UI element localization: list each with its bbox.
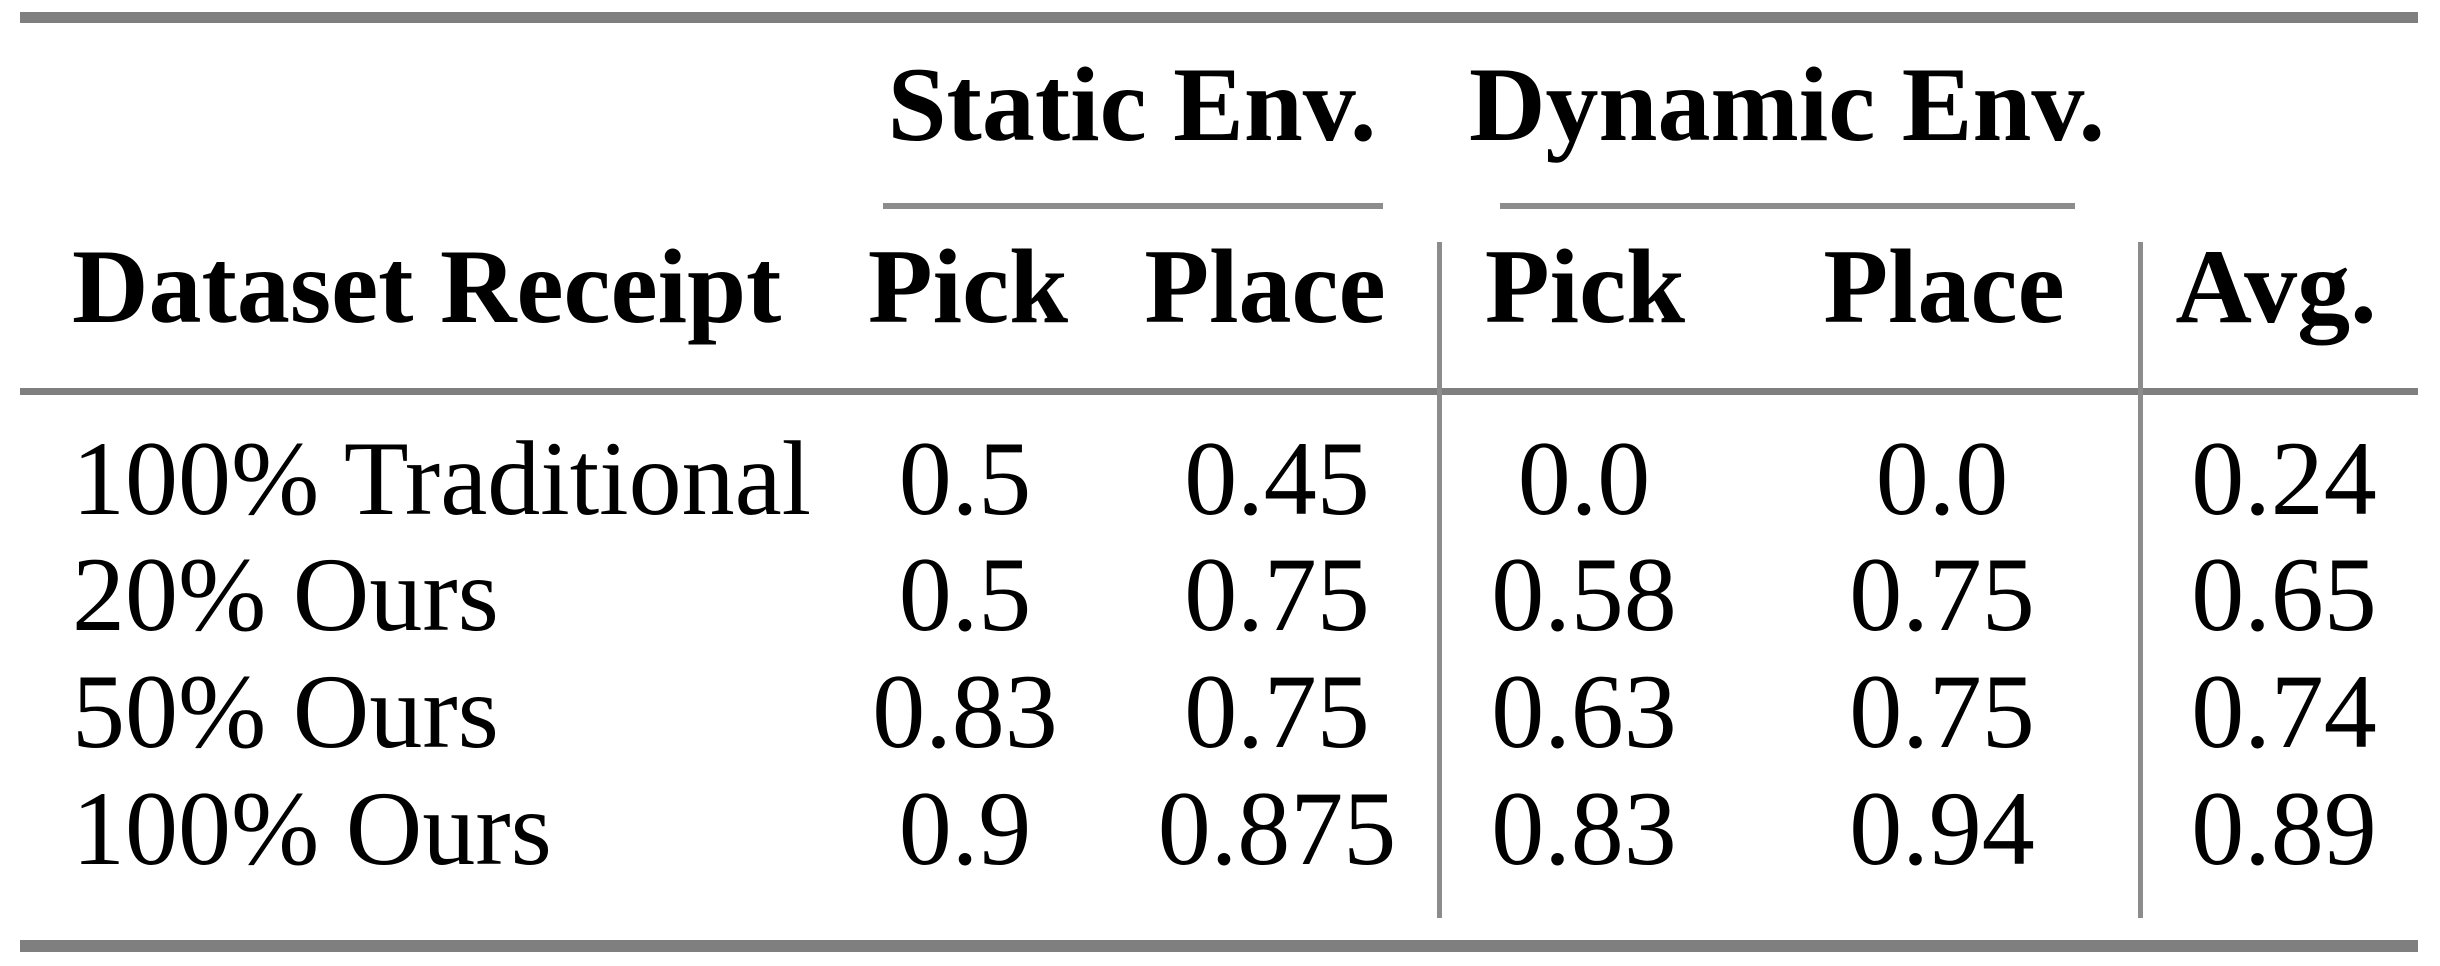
cell-static-pick: 0.9 — [898, 770, 1032, 887]
cell-dynamic-pick: 0.83 — [1491, 770, 1677, 887]
column-header-static-place: Place — [1144, 228, 1386, 345]
cell-static-place: 0.45 — [1184, 420, 1370, 537]
cell-avg: 0.65 — [2191, 536, 2377, 653]
cell-dynamic-place: 0.94 — [1849, 770, 2035, 887]
row-label: 100% Ours — [72, 770, 552, 887]
header-midrule — [20, 388, 2418, 395]
cmidrule-static — [883, 203, 1383, 209]
cell-static-pick: 0.5 — [898, 420, 1032, 537]
cell-dynamic-pick: 0.0 — [1517, 420, 1651, 537]
cell-dynamic-place: 0.75 — [1849, 653, 2035, 770]
cmidrule-dynamic — [1500, 203, 2075, 209]
vertical-separator-static-dynamic — [1437, 242, 1442, 918]
vertical-separator-avg — [2138, 242, 2143, 918]
cell-avg: 0.89 — [2191, 770, 2377, 887]
row-label: 20% Ours — [72, 536, 499, 653]
cell-static-pick: 0.83 — [872, 653, 1058, 770]
column-header-dataset-receipt: Dataset Receipt — [72, 228, 782, 345]
column-header-static-pick: Pick — [867, 228, 1069, 345]
cell-static-place: 0.75 — [1184, 536, 1370, 653]
cell-avg: 0.74 — [2191, 653, 2377, 770]
bottom-rule — [20, 940, 2418, 952]
column-header-dynamic-place: Place — [1823, 228, 2065, 345]
cell-dynamic-place: 0.0 — [1875, 420, 2009, 537]
cell-dynamic-pick: 0.58 — [1491, 536, 1677, 653]
cell-avg: 0.24 — [2191, 420, 2377, 537]
group-header-static-env: Static Env. — [887, 46, 1377, 163]
cell-dynamic-pick: 0.63 — [1491, 653, 1677, 770]
column-header-avg: Avg. — [2175, 228, 2377, 345]
column-header-dynamic-pick: Pick — [1484, 228, 1686, 345]
cell-static-place: 0.75 — [1184, 653, 1370, 770]
cell-static-pick: 0.5 — [898, 536, 1032, 653]
group-header-dynamic-env: Dynamic Env. — [1468, 46, 2106, 163]
cell-dynamic-place: 0.75 — [1849, 536, 2035, 653]
row-label: 100% Traditional — [72, 420, 812, 537]
cell-static-place: 0.875 — [1157, 770, 1397, 887]
row-label: 50% Ours — [72, 653, 499, 770]
top-rule — [20, 12, 2418, 23]
